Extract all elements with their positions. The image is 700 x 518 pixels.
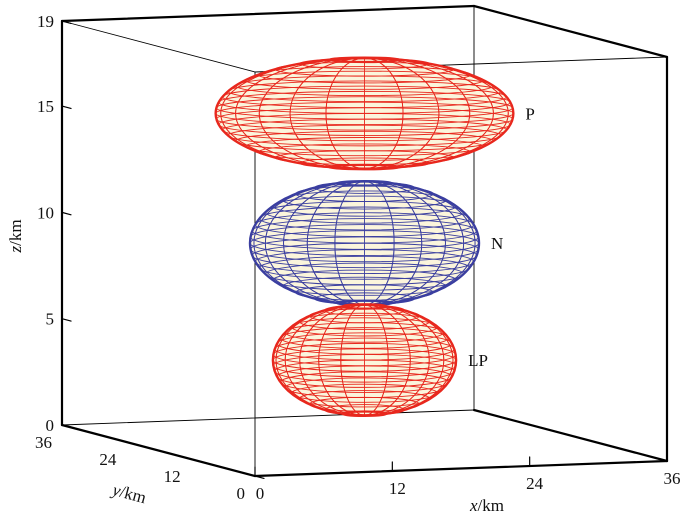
x-tick-label: 24 [526,474,544,493]
z-axis-title-unit: /km [6,219,25,245]
x-axis-title: x/km [469,496,504,515]
z-tick-label: 0 [46,416,55,435]
y-tick-label: 12 [164,467,181,486]
body-label-n: N [491,234,503,253]
x-tick-label: 36 [664,469,681,488]
ellipsoid-p [214,56,515,171]
box-edge-back-bottom [61,409,475,426]
ellipsoid-lp [271,303,458,417]
y-tick [190,458,201,462]
x-axis-title-variable: x [469,496,478,515]
box-edge-top-back [60,4,476,23]
z-tick [61,105,72,110]
x-tick-label: 0 [256,484,265,503]
body-label-p: P [525,104,534,123]
axis-ticks [61,20,668,479]
body-label-lp: LP [468,351,488,370]
z-tick [61,424,72,428]
y-tick-label: 36 [35,433,52,452]
y-tick [254,475,265,479]
cap-line [327,163,402,171]
y-axis-title: y/km [109,480,149,508]
z-axis-title: z/km [6,219,25,253]
x-axis-title-unit: /km [478,496,504,515]
cap-line [341,410,388,417]
box-edge-top-right [472,4,669,59]
box-edge-top-left [61,20,256,73]
z-tick-label: 10 [37,203,54,222]
ellipsoid-n [248,180,481,307]
x-tick-label: 12 [389,479,406,498]
z-tick-label: 19 [37,12,54,31]
ellipsoid-bodies [214,56,515,417]
cap-line [341,303,388,310]
z-tick-label: 15 [37,97,54,116]
cap-line [335,180,394,187]
z-axis-title-variable: z [6,246,25,254]
z-tick-label: 5 [46,310,55,329]
cap-line [327,56,402,64]
y-tick [125,441,136,445]
z-tick [61,20,72,24]
box-front-edges [60,4,669,478]
y-tick-label: 0 [237,484,246,503]
box-edge-right-bottom [472,408,669,463]
box-edge-left-bottom [60,423,257,478]
z-tick [61,211,72,216]
y-axis-title-unit: /km [118,482,148,507]
z-tick [61,318,72,322]
box-edge-front-bottom [253,459,669,478]
y-tick-label: 24 [99,450,117,469]
